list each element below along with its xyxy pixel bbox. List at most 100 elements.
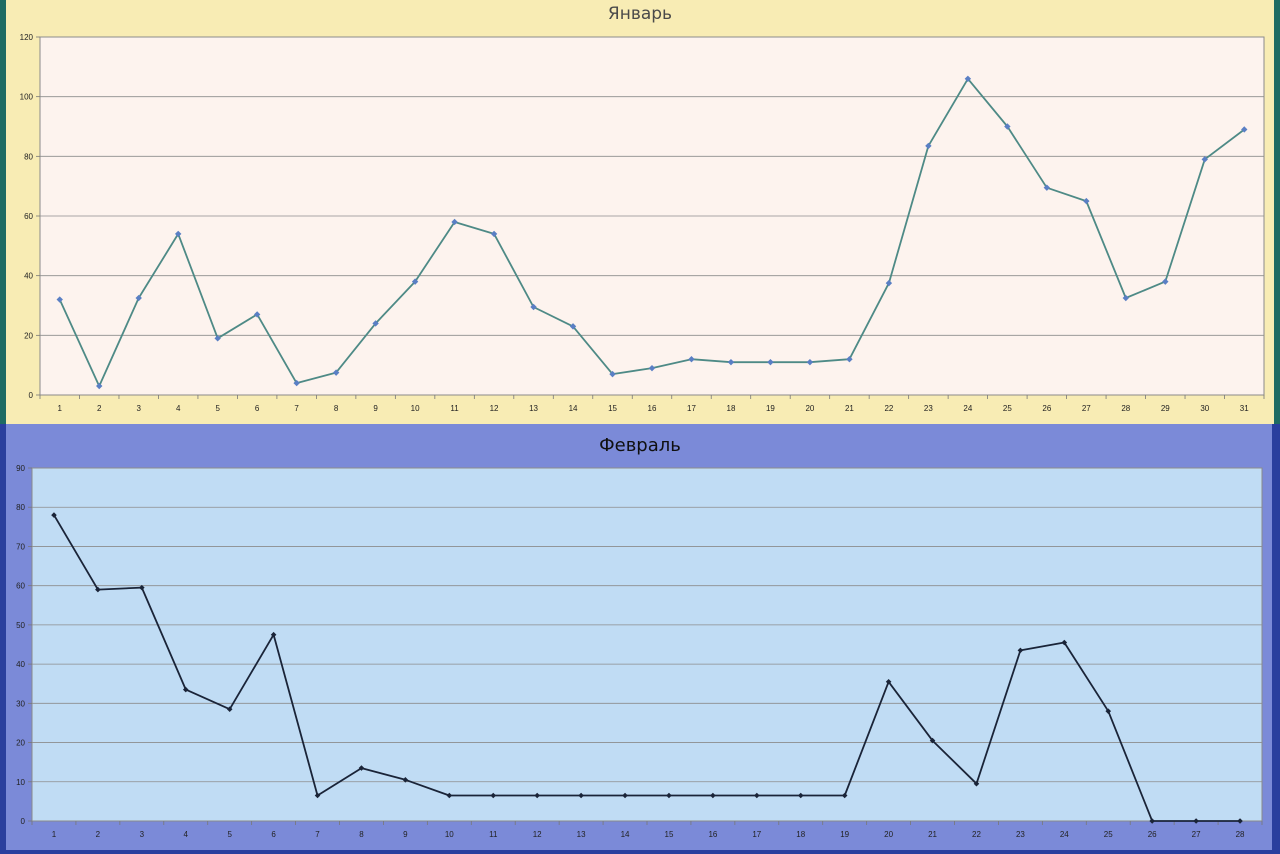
january-y-tick-label: 0 <box>29 391 34 400</box>
january-data-point <box>293 379 300 387</box>
february-x-tick-label: 7 <box>315 830 320 839</box>
january-x-tick-label: 5 <box>215 404 220 413</box>
january-x-tick-label: 14 <box>569 404 578 413</box>
february-data-point <box>666 792 672 799</box>
january-data-point <box>767 358 774 366</box>
february-data-point <box>929 737 936 744</box>
february-x-tick-label: 12 <box>533 830 542 839</box>
january-data-point <box>648 364 656 372</box>
january-data-point <box>174 230 182 238</box>
february-data-point <box>1061 639 1068 646</box>
january-data-point <box>964 75 972 82</box>
february-x-tick-label: 14 <box>621 830 630 839</box>
february-chart-title: Февраль <box>599 435 681 456</box>
february-y-tick-label: 70 <box>16 542 25 551</box>
february-data-point <box>1017 647 1024 654</box>
february-data-point <box>314 792 321 799</box>
january-data-point <box>411 278 419 285</box>
january-x-tick-label: 20 <box>805 404 814 413</box>
january-x-tick-label: 26 <box>1042 404 1051 413</box>
february-y-tick-label: 0 <box>21 817 26 826</box>
february-plot-area <box>31 467 1263 822</box>
january-y-tick-label: 80 <box>24 152 33 161</box>
january-data-point <box>372 320 379 327</box>
january-x-tick-label: 6 <box>255 404 260 413</box>
february-x-tick-label: 23 <box>1016 830 1025 839</box>
january-data-point <box>451 218 458 226</box>
january-x-tick-label: 11 <box>450 404 459 413</box>
january-data-point <box>727 358 735 366</box>
february-x-tick-label: 16 <box>708 830 717 839</box>
february-x-tick-label: 22 <box>972 830 981 839</box>
february-x-tick-label: 15 <box>665 830 674 839</box>
february-x-tick-label: 10 <box>445 830 454 839</box>
january-x-tick-label: 15 <box>608 404 617 413</box>
february-x-tick-label: 1 <box>52 830 57 839</box>
february-data-point <box>95 586 101 593</box>
february-y-tick-label: 80 <box>16 503 25 512</box>
january-chart-panel: Январь 0 20 40 60 80 100 120 1 2 3 4 5 6 7 8 9 10 11 12 13 1… <box>0 0 1280 424</box>
january-data-point <box>806 358 814 366</box>
january-x-tick-label: 21 <box>845 404 854 413</box>
february-y-tick-label: 50 <box>16 621 25 630</box>
january-data-point <box>885 279 893 287</box>
january-data-point <box>214 335 221 342</box>
february-data-point <box>270 631 277 638</box>
january-x-tick-label: 31 <box>1240 404 1249 413</box>
february-x-tick-label: 13 <box>577 830 586 839</box>
february-data-point <box>51 512 57 518</box>
february-x-tick-label: 6 <box>271 830 276 839</box>
january-x-tick-label: 29 <box>1161 404 1170 413</box>
january-x-tick-label: 22 <box>884 404 893 413</box>
january-x-tick-label: 28 <box>1121 404 1130 413</box>
january-x-tick-label: 23 <box>924 404 933 413</box>
february-data-point <box>754 792 760 799</box>
january-chart-title: Январь <box>607 4 673 24</box>
january-data-point <box>135 294 142 302</box>
february-x-tick-label: 11 <box>489 830 498 839</box>
january-x-tick-label: 7 <box>294 404 299 413</box>
february-x-tick-label: 3 <box>140 830 145 839</box>
january-y-tick-label: 20 <box>24 331 33 340</box>
february-x-tick-label: 4 <box>184 830 189 839</box>
january-y-tick-label: 60 <box>24 212 33 221</box>
february-y-tick-label: 30 <box>16 699 25 708</box>
february-data-point <box>797 792 804 799</box>
january-y-tick-label: 120 <box>20 33 34 42</box>
february-x-tick-label: 19 <box>840 830 849 839</box>
february-y-tick-label: 90 <box>16 464 25 473</box>
january-data-point <box>925 142 932 150</box>
february-data-point <box>841 792 848 799</box>
january-data-point <box>253 311 261 318</box>
february-data-point <box>973 780 980 787</box>
january-x-tick-label: 4 <box>176 404 181 413</box>
january-x-tick-label: 13 <box>529 404 538 413</box>
january-data-point <box>1043 184 1051 191</box>
february-x-tick-label: 20 <box>884 830 893 839</box>
january-x-tick-label: 25 <box>1003 404 1012 413</box>
january-data-point <box>688 356 695 363</box>
january-y-tick-label: 100 <box>20 93 34 102</box>
february-y-tick-label: 20 <box>16 739 25 748</box>
february-data-point <box>622 792 628 799</box>
february-data-point <box>1105 708 1112 714</box>
january-data-point <box>490 230 498 238</box>
january-x-tick-label: 17 <box>687 404 696 413</box>
january-data-point <box>1241 126 1248 133</box>
february-data-point <box>402 777 409 783</box>
january-data-point <box>1201 156 1208 163</box>
january-data-point <box>1162 278 1169 285</box>
january-x-tick-label: 10 <box>411 404 420 413</box>
january-y-tick-label: 40 <box>24 272 33 281</box>
january-x-tick-label: 18 <box>727 404 736 413</box>
january-x-tick-label: 1 <box>58 404 63 413</box>
january-data-point <box>530 303 537 311</box>
february-data-point <box>139 584 145 591</box>
february-x-tick-label: 8 <box>359 830 364 839</box>
february-x-tick-label: 24 <box>1060 830 1069 839</box>
february-x-tick-label: 25 <box>1104 830 1113 839</box>
february-y-tick-label: 10 <box>16 778 25 787</box>
january-data-point <box>1004 123 1011 130</box>
